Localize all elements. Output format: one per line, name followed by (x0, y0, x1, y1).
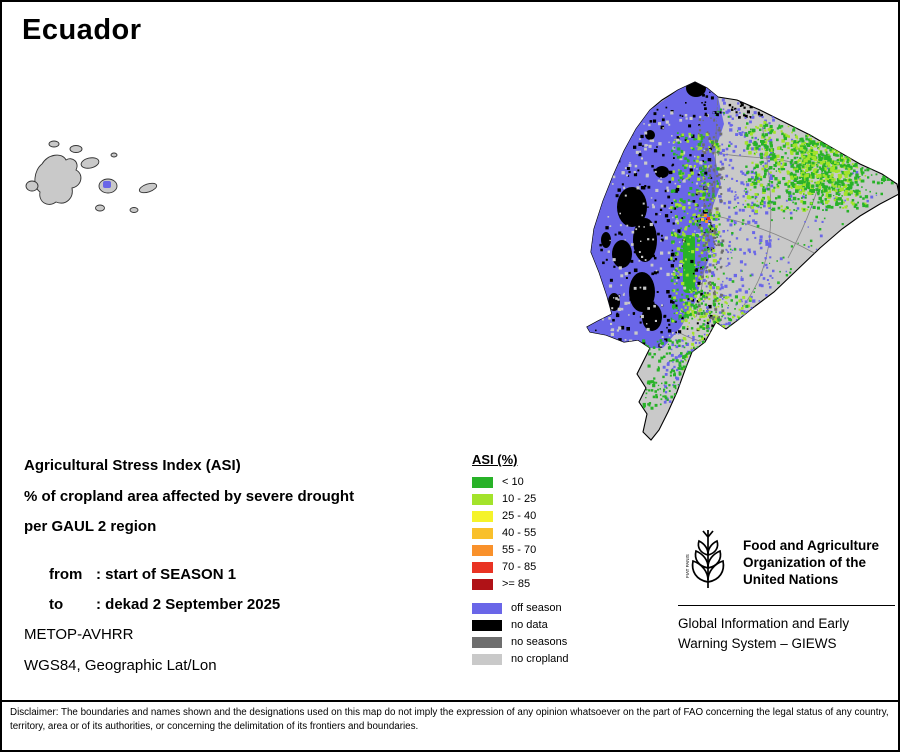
legend-swatch (472, 636, 502, 648)
legend-label: 25 - 40 (502, 509, 537, 522)
legend-label: no cropland (511, 652, 569, 665)
legend-row: < 10 (472, 476, 569, 488)
giews-line: Warning System – GIEWS (678, 636, 837, 651)
legend-row: >= 85 (472, 578, 569, 590)
legend-swatch (472, 510, 493, 522)
legend-label: 70 - 85 (502, 560, 537, 573)
legend: ASI (%) < 10 10 - 25 25 - 40 40 - 55 55 - 70… (472, 452, 569, 670)
fao-org-name: Food and Agriculture Organization of the… (743, 528, 879, 588)
fao-motto: FIAT PANIS (685, 554, 690, 578)
legend-label: off season (511, 601, 562, 614)
legend-swatch (472, 578, 493, 590)
legend-swatch (472, 527, 493, 539)
period-to: to : dekad 2 September 2025 (24, 579, 354, 613)
legend-row: 40 - 55 (472, 527, 569, 539)
fao-block: FIAT PANIS Food and Agriculture Organiza… (678, 528, 879, 592)
legend-label: 10 - 25 (502, 492, 537, 505)
legend-label: no data (511, 618, 548, 631)
legend-swatch (472, 619, 502, 631)
from-value: : start of SEASON 1 (96, 565, 237, 583)
fao-divider (678, 605, 895, 606)
fao-org-line: Food and Agriculture (743, 538, 879, 553)
legend-extra: off season no data no seasons no cropland (472, 602, 569, 665)
legend-swatch (472, 561, 493, 573)
legend-row: 55 - 70 (472, 544, 569, 556)
galapagos-offseason-patch (103, 181, 111, 188)
legend-swatch (472, 653, 502, 665)
legend-label: < 10 (502, 475, 524, 488)
asi-region-line: per GAUL 2 region (24, 518, 157, 535)
legend-classes: < 10 10 - 25 25 - 40 40 - 55 55 - 70 70 - 85 >… (472, 476, 569, 590)
legend-row: 10 - 25 (472, 493, 569, 505)
legend-swatch (472, 476, 493, 488)
galapagos-islands (25, 140, 158, 213)
legend-row: no cropland (472, 653, 569, 665)
asi-subheading: % of cropland area affected by severe dr… (24, 487, 355, 505)
legend-label: 55 - 70 (502, 543, 537, 556)
giews-line: Global Information and Early (678, 616, 850, 631)
legend-label: no seasons (511, 635, 568, 648)
to-value: : dekad 2 September 2025 (96, 596, 281, 613)
fao-logo: FIAT PANIS (685, 530, 725, 588)
legend-row: no data (472, 619, 569, 631)
fao-org-line: United Nations (743, 572, 839, 587)
from-label: from (49, 565, 83, 583)
legend-row: no seasons (472, 636, 569, 648)
fao-org-line: Organization of the (743, 555, 866, 570)
legend-swatch (472, 602, 502, 614)
legend-label: >= 85 (502, 577, 531, 590)
legend-label: 40 - 55 (502, 526, 537, 539)
legend-swatch (472, 493, 493, 505)
projection-name: WGS84, Geographic Lat/Lon (24, 656, 217, 674)
giews-caption: Global Information and Early Warning Sys… (678, 614, 849, 654)
asi-green-cluster (683, 235, 695, 293)
sensor-name: METOP-AVHRR (24, 626, 134, 643)
to-label: to (49, 596, 64, 613)
legend-row: 25 - 40 (472, 510, 569, 522)
page-title: Ecuador (22, 14, 142, 46)
period-from: from : start of SEASON 1 (24, 549, 354, 583)
asi-heading: Agricultural Stress Index (ASI) (24, 457, 241, 474)
bottom-divider (2, 700, 898, 702)
disclaimer-text: Disclaimer: The boundaries and names sho… (10, 707, 889, 732)
legend-row: 70 - 85 (472, 561, 569, 573)
legend-swatch (472, 544, 493, 556)
map-info: Agricultural Stress Index (ASI) % of cro… (24, 457, 354, 687)
legend-row: off season (472, 602, 569, 614)
legend-title: ASI (%) (472, 452, 518, 467)
